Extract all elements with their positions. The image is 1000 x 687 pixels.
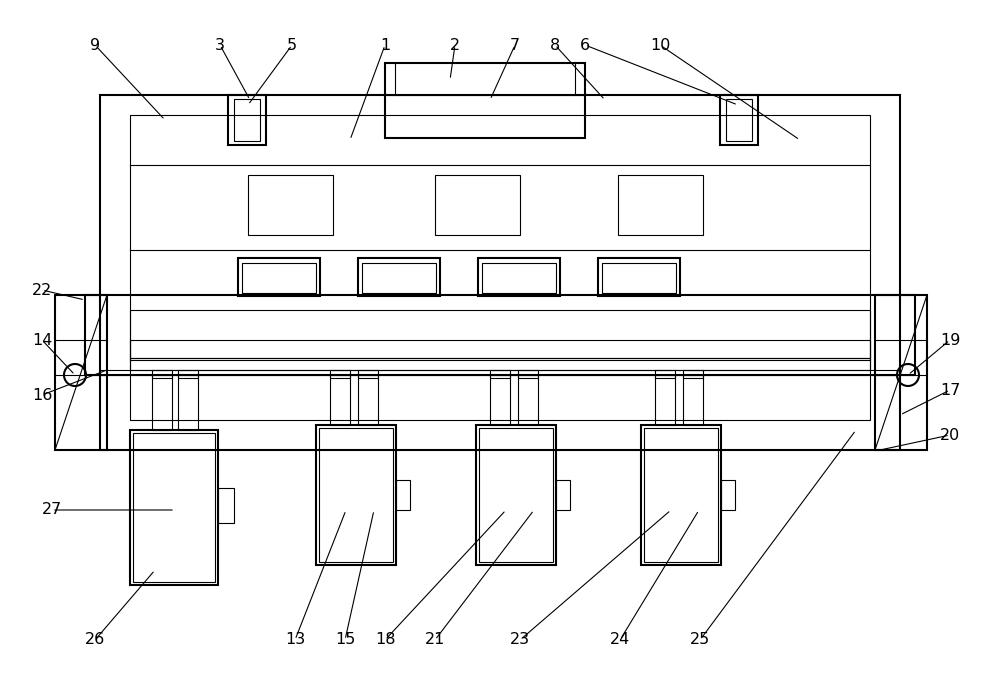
Bar	[316, 425, 396, 565]
Text: 24: 24	[610, 633, 630, 648]
Bar	[319, 428, 393, 562]
Bar	[358, 375, 378, 425]
Bar	[130, 115, 870, 420]
Text: 10: 10	[650, 38, 670, 52]
Text: 13: 13	[285, 633, 305, 648]
Text: 22: 22	[32, 282, 52, 297]
Bar	[618, 175, 703, 235]
Bar	[152, 375, 172, 430]
Bar	[130, 340, 870, 358]
Bar	[655, 375, 675, 425]
Bar	[721, 480, 735, 510]
Bar	[238, 258, 320, 296]
Bar	[556, 480, 570, 510]
Text: 16: 16	[32, 387, 52, 403]
Text: 21: 21	[425, 633, 445, 648]
Bar	[130, 358, 870, 370]
Text: 5: 5	[287, 38, 297, 52]
Bar	[396, 480, 410, 510]
Text: 7: 7	[510, 38, 520, 52]
Bar	[435, 175, 520, 235]
Bar	[683, 370, 703, 378]
Bar	[218, 488, 234, 523]
Bar	[518, 375, 538, 425]
Bar	[100, 370, 900, 375]
Bar	[234, 99, 260, 141]
Bar	[476, 425, 556, 565]
Text: 20: 20	[940, 427, 960, 442]
Text: 17: 17	[940, 383, 960, 398]
Bar	[720, 95, 758, 145]
Text: 19: 19	[940, 333, 960, 348]
Text: 9: 9	[90, 38, 100, 52]
Bar	[726, 99, 752, 141]
Bar	[641, 425, 721, 565]
Text: 26: 26	[85, 633, 105, 648]
Bar	[358, 370, 378, 378]
Bar	[478, 258, 560, 296]
Bar	[178, 375, 198, 430]
Bar	[330, 370, 350, 378]
Bar	[228, 95, 266, 145]
Bar	[242, 263, 316, 293]
Bar	[130, 430, 218, 585]
Bar	[490, 370, 510, 378]
Text: 18: 18	[375, 633, 395, 648]
Text: 23: 23	[510, 633, 530, 648]
Bar	[598, 258, 680, 296]
Text: 6: 6	[580, 38, 590, 52]
Bar	[362, 263, 436, 293]
Bar	[655, 370, 675, 378]
Bar	[358, 258, 440, 296]
Bar	[100, 95, 900, 450]
Text: 1: 1	[380, 38, 390, 52]
Bar	[152, 370, 172, 378]
Bar	[602, 263, 676, 293]
Bar	[490, 375, 510, 425]
Bar	[330, 375, 350, 425]
Bar	[482, 263, 556, 293]
Bar	[683, 375, 703, 425]
Text: 3: 3	[215, 38, 225, 52]
Text: 8: 8	[550, 38, 560, 52]
Bar	[248, 175, 333, 235]
Bar	[518, 370, 538, 378]
Text: 27: 27	[42, 502, 62, 517]
Text: 2: 2	[450, 38, 460, 52]
Bar	[85, 295, 915, 375]
Bar	[644, 428, 718, 562]
Bar	[130, 310, 870, 360]
Bar	[55, 295, 107, 450]
Bar	[133, 433, 215, 582]
Bar	[385, 63, 585, 138]
Bar	[479, 428, 553, 562]
Bar	[178, 370, 198, 378]
Text: 14: 14	[32, 333, 52, 348]
Bar	[875, 295, 927, 450]
Text: 15: 15	[335, 633, 355, 648]
Text: 25: 25	[690, 633, 710, 648]
